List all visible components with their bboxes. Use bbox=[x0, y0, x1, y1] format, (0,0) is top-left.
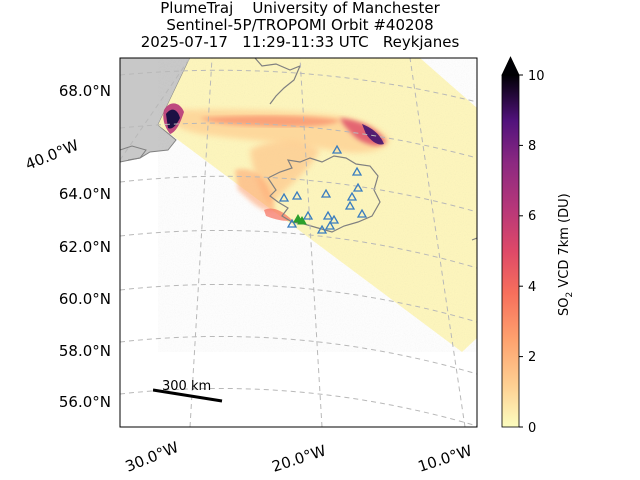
colorbar-tick: 4 bbox=[528, 280, 536, 295]
volcano-marker bbox=[291, 190, 303, 200]
volcano-marker bbox=[320, 188, 332, 198]
volcano-marker bbox=[351, 166, 363, 176]
volcano-marker bbox=[356, 208, 368, 218]
colorbar-label: SO2 VCD 7km (DU) bbox=[557, 193, 575, 316]
lat-label: 68.0°N bbox=[59, 82, 111, 100]
title-line-3: 2025-07-17 11:29-11:33 UTC Reykjanes bbox=[140, 33, 460, 51]
lon-label: 30.0°W bbox=[123, 438, 182, 476]
volcano-marker bbox=[344, 200, 356, 210]
volcano-marker bbox=[286, 218, 298, 228]
source-marker bbox=[297, 215, 307, 225]
source-markers bbox=[293, 213, 307, 225]
volcano-marker bbox=[328, 214, 340, 224]
lon-label: 10.0°W bbox=[416, 441, 475, 475]
colorbar-extend-arrow bbox=[501, 56, 520, 76]
volcano-marker bbox=[322, 210, 334, 220]
lat-label: 56.0°N bbox=[59, 393, 111, 411]
iceland-coastline bbox=[267, 155, 381, 233]
colorbar-tick: 6 bbox=[528, 209, 536, 224]
lat-label: 64.0°N bbox=[59, 185, 111, 203]
volcano-markers bbox=[278, 144, 368, 234]
volcano-marker bbox=[316, 224, 328, 234]
volcano-marker bbox=[324, 220, 336, 230]
lon-label: 40.0°W bbox=[23, 136, 82, 174]
lat-label: 58.0°N bbox=[59, 342, 111, 360]
lat-label: 60.0°N bbox=[59, 290, 111, 308]
lon-label: 20.0°W bbox=[270, 441, 329, 475]
lat-label: 62.0°N bbox=[59, 238, 111, 256]
map-axes bbox=[120, 58, 477, 427]
colorbar: 0 2 4 6 8 10 SO2 VCD 7km (DU) bbox=[501, 56, 575, 436]
map-frame bbox=[119, 57, 478, 428]
volcano-marker bbox=[352, 182, 364, 192]
volcano-marker bbox=[302, 210, 314, 220]
latitude-labels: 68.0°N 64.0°N 62.0°N 60.0°N 58.0°N 56.0°… bbox=[59, 82, 111, 411]
volcano-marker bbox=[331, 144, 343, 154]
scale-bar bbox=[152, 388, 223, 403]
colorbar-tick: 8 bbox=[528, 139, 536, 154]
colorbar-tick: 0 bbox=[528, 421, 536, 436]
colorbar-tick: 10 bbox=[528, 69, 545, 84]
volcano-marker bbox=[346, 191, 358, 201]
title-line-1: PlumeTraj University of Manchester bbox=[160, 0, 440, 17]
scale-bar-label: 300 km bbox=[162, 379, 211, 394]
so2-plume bbox=[163, 103, 390, 221]
colorbar-tick: 2 bbox=[528, 350, 536, 365]
volcano-marker bbox=[278, 192, 290, 202]
graticule bbox=[120, 58, 477, 427]
title-line-2: Sentinel-5P/TROPOMI Orbit #40208 bbox=[166, 16, 434, 34]
